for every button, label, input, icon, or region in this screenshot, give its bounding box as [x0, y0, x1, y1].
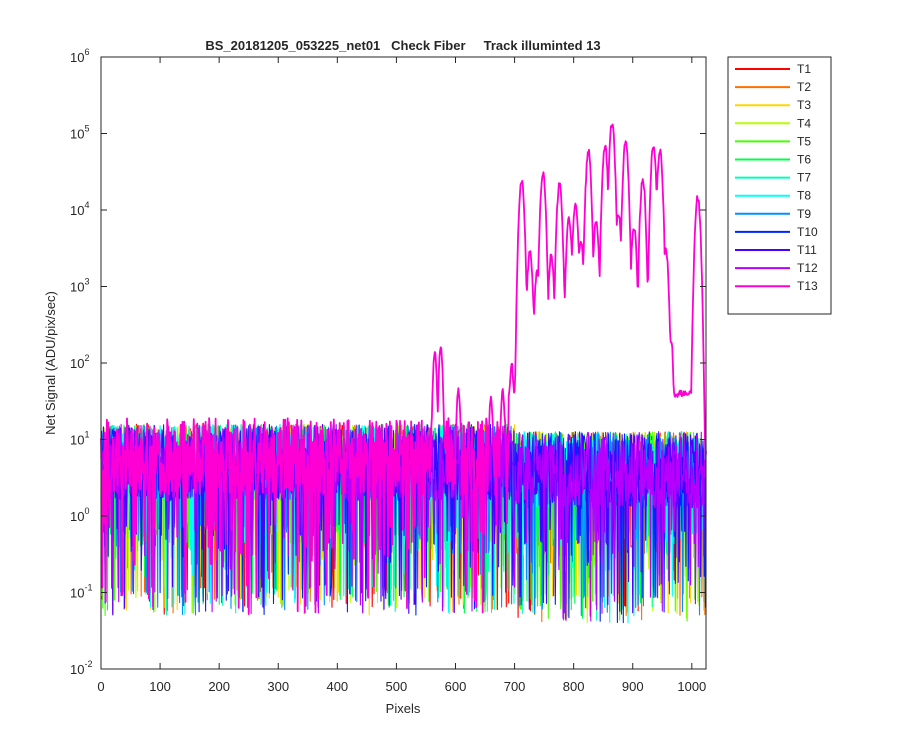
x-axis-label: Pixels: [386, 701, 421, 716]
y-tick-label: 106: [70, 47, 89, 65]
x-tick-label: 200: [208, 679, 230, 694]
legend: T1 T2 T3 T4 T5 T6 T7 T8 T9 T10 T11 T12 T13: [727, 56, 832, 315]
x-tick-label: 100: [149, 679, 171, 694]
legend-label-t13: T13: [797, 279, 818, 293]
x-tick-label: 0: [97, 679, 104, 694]
legend-label-t3: T3: [797, 98, 811, 112]
x-tick-label: 900: [622, 679, 644, 694]
y-tick-label: 103: [70, 277, 89, 295]
legend-box: [727, 56, 832, 315]
legend-items: T1 T2 T3 T4 T5 T6 T7 T8 T9 T10 T11 T12 T13: [735, 62, 818, 293]
legend-label-t2: T2: [797, 80, 811, 94]
legend-label-t5: T5: [797, 134, 811, 148]
x-tick-label: 300: [267, 679, 289, 694]
y-tick-label: 10-2: [70, 659, 92, 677]
legend-label-t7: T7: [797, 171, 811, 185]
legend-label-t9: T9: [797, 207, 811, 221]
y-axis-label: Net Signal (ADU/pix/sec): [43, 291, 58, 435]
legend-label-t1: T1: [797, 62, 811, 76]
legend-label-t6: T6: [797, 153, 811, 167]
ticks-layer: 0 100 200 300 400 500 600 700 800 900 1000 10-2 10-1…: [70, 47, 706, 694]
x-tick-label: 500: [386, 679, 408, 694]
series-layer: [100, 123, 707, 624]
x-tick-label: 700: [504, 679, 526, 694]
y-tick-label: 102: [70, 353, 89, 371]
legend-label-t10: T10: [797, 225, 818, 239]
legend-label-t8: T8: [797, 189, 811, 203]
legend-label-t11: T11: [797, 243, 817, 257]
y-tick-label: 10-1: [70, 583, 92, 601]
y-tick-label: 105: [70, 124, 89, 142]
chart-title: BS_20181205_053225_net01 Check Fiber Tra…: [205, 38, 600, 53]
x-tick-label: 600: [445, 679, 467, 694]
legend-label-t4: T4: [797, 116, 811, 130]
legend-label-t12: T12: [797, 261, 818, 275]
y-tick-label: 104: [70, 200, 89, 218]
x-tick-label: 400: [326, 679, 348, 694]
x-tick-label: 800: [563, 679, 585, 694]
x-tick-label: 1000: [677, 679, 706, 694]
series-line-t13: [100, 123, 707, 615]
y-tick-label: 100: [70, 506, 89, 524]
y-tick-label: 101: [70, 430, 89, 448]
